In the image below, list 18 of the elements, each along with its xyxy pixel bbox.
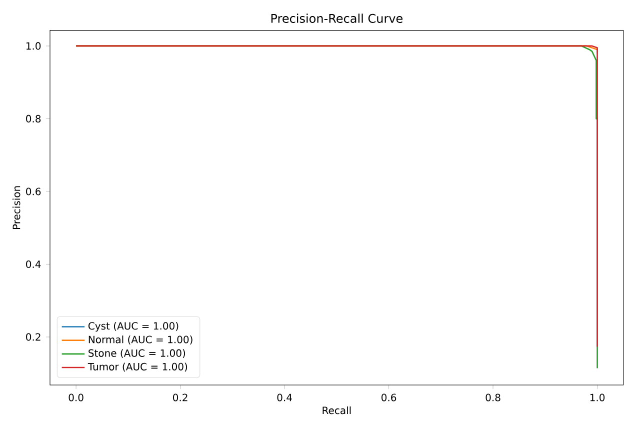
y-tick-label: 0.2: [26, 333, 40, 341]
y-axis-title: Precision: [12, 186, 20, 229]
y-tick-label: 0.6: [26, 188, 41, 196]
chart-title: Precision-Recall Curve: [271, 14, 402, 23]
x-tick-label: 0.0: [68, 394, 84, 402]
legend-label: Stone (AUC = 1.00): [88, 349, 186, 358]
y-tick-label: 0.8: [26, 114, 41, 123]
x-tick-label: 0.4: [277, 394, 292, 402]
x-axis-title: Recall: [322, 406, 351, 414]
legend-label: Cyst (AUC = 1.00): [88, 322, 178, 332]
x-tick-label: 0.2: [173, 394, 188, 402]
x-tick-label: 1.0: [590, 394, 605, 402]
x-tick-label: 0.6: [382, 394, 396, 402]
y-tick-label: 1.0: [26, 42, 41, 50]
legend-label: Normal (AUC = 1.00): [88, 336, 192, 344]
x-tick-label: 0.8: [486, 394, 500, 402]
y-tick-label: 0.4: [26, 260, 41, 268]
legend-label: Tumor (AUC = 1.00): [88, 362, 188, 372]
